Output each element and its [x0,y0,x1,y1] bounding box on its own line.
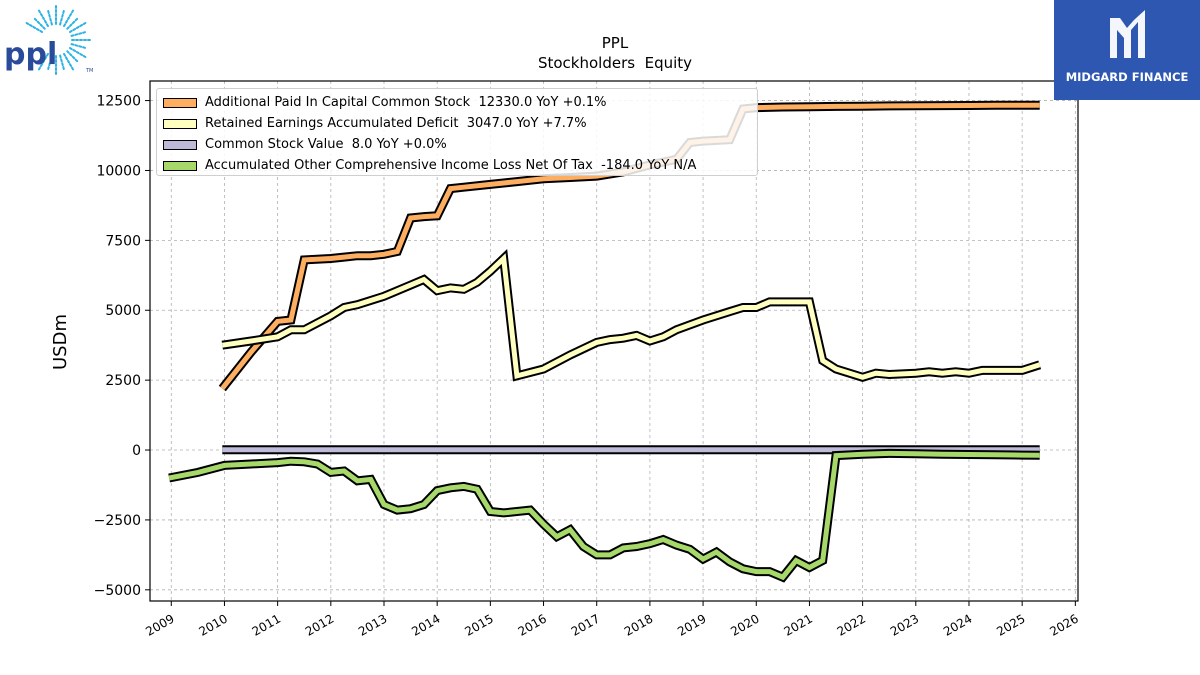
x-tick-label: 2013 [356,611,389,638]
legend-label: Accumulated Other Comprehensive Income L… [205,158,697,173]
legend-label: Additional Paid In Capital Common Stock … [205,95,607,110]
midgard-finance-logo: MIDGARD FINANCE [1054,0,1200,100]
sunburst-ray [47,54,53,70]
x-tick-label: 2023 [888,611,921,638]
y-axis-label: USDm [50,314,71,370]
x-tick-label: 2018 [622,611,655,638]
sunburst-ray [70,31,86,37]
y-tick-label: 12500 [96,94,141,110]
x-tick-label: 2012 [303,611,336,638]
midgard-finance-text: MIDGARD FINANCE [1065,70,1189,84]
x-tick-label: 2026 [1047,611,1080,638]
x-tick-label: 2011 [250,611,283,638]
series-1 [218,100,1040,392]
series-line [220,102,1040,391]
midgard-emblem-icon [1110,10,1145,58]
sunburst-ray [68,22,87,33]
x-tick-label: 2016 [516,611,549,638]
series-2 [221,249,1042,383]
plot-frame [149,80,1079,602]
x-tick-label: 2024 [941,611,974,638]
x-ticks: 2009 2010 2011 2012 2013 2014 2015 2016 2017 2018… [143,601,1081,639]
sunburst-ray [68,47,87,58]
series-line-outline [168,448,1040,583]
legend-item: Retained Earnings Accumulated Deficit 30… [163,113,757,134]
series-layer [168,100,1042,583]
series-line-outline [221,249,1042,383]
y-tick-label: 7500 [105,233,141,249]
y-tick-label: 0 [132,443,141,459]
legend-swatch [163,139,197,150]
sunburst-ray [59,54,65,70]
legend-label: Common Stock Value 8.0 YoY +0.0% [205,137,447,152]
sunburst-ray [70,43,86,49]
sunburst-ray [63,52,74,71]
chart-subtitle: Stockholders Equity [538,54,692,72]
legend: Additional Paid In Capital Common Stock … [156,88,758,176]
y-ticks: 12500 10000 7500 5000 2500 0 −2500 −5000 [94,94,150,599]
x-tick-label: 2020 [728,611,761,638]
series-line [168,450,1040,581]
x-tick-label: 2009 [143,611,176,638]
y-tick-label: 2500 [105,373,141,389]
sunburst-ray [38,52,49,71]
y-tick-label: 5000 [105,303,141,319]
chart-title: PPL [602,34,629,52]
x-tick-label: 2019 [675,611,708,638]
legend-label: Retained Earnings Accumulated Deficit 30… [205,116,587,131]
y-tick-label: −5000 [94,583,141,599]
sunburst-ray [38,9,49,28]
x-tick-label: 2015 [462,611,495,638]
sunburst-ray [66,17,79,30]
ppl-trademark: TM [85,68,93,74]
x-tick-label: 2025 [994,611,1027,638]
sunburst-ray [63,9,74,28]
sunburst-ray [59,10,65,26]
x-tick-label: 2014 [409,611,442,638]
sunburst-ray [66,50,79,63]
sunburst-ray [25,22,44,33]
y-tick-label: 10000 [96,163,141,179]
legend-item: Accumulated Other Comprehensive Income L… [163,155,757,176]
x-tick-label: 2021 [781,611,814,638]
ppl-sunburst-icon: ppl TM [4,5,93,75]
legend-swatch [163,97,197,108]
ppl-logo: ppl TM [2,4,98,78]
x-tick-label: 2010 [196,611,229,638]
series-4 [168,448,1040,583]
legend-swatch [163,118,197,129]
sunburst-ray [47,10,53,26]
legend-swatch [163,160,197,171]
ppl-logo-text: ppl [4,37,57,72]
sunburst-ray [33,17,46,30]
x-tick-label: 2022 [835,611,868,638]
legend-item: Common Stock Value 8.0 YoY +0.0% [163,134,757,155]
series-line [221,253,1041,380]
x-tick-label: 2017 [569,611,602,638]
y-tick-label: −2500 [94,513,141,529]
legend-item: Additional Paid In Capital Common Stock … [163,92,757,113]
